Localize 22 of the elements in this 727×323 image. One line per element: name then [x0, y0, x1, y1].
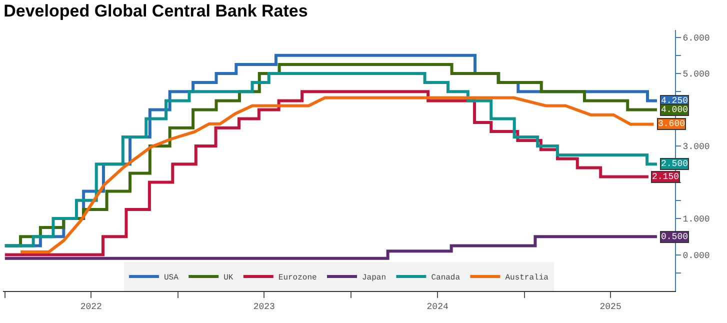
y-tick-label: 5.000 [682, 70, 710, 80]
data-label: 4.250 [661, 96, 688, 106]
x-tick-label: 2024 [426, 302, 448, 312]
legend-label: USA [164, 274, 179, 283]
y-tick-label: 0.000 [682, 250, 710, 261]
y-tick-label: 1.000 [682, 214, 710, 225]
legend-label: Australia [505, 274, 549, 283]
y-tick-label: 3.000 [682, 142, 710, 152]
legend-label: UK [224, 274, 234, 283]
x-tick-label: 2025 [600, 302, 622, 312]
legend-label: Canada [431, 274, 460, 283]
data-label: 2.150 [652, 172, 680, 182]
chart-title: Developed Global Central Bank Rates [4, 2, 308, 21]
data-label: 4.000 [661, 105, 688, 115]
y-tick-label: 6.000 [682, 33, 710, 44]
data-label: 3.600 [658, 119, 686, 129]
data-label: 2.500 [661, 159, 688, 169]
legend-label: Eurozone [278, 274, 318, 283]
data-label: 0.500 [661, 232, 688, 242]
x-tick-label: 2023 [253, 302, 275, 312]
legend-label: Japan [362, 274, 386, 283]
x-tick-label: 2022 [80, 302, 102, 312]
